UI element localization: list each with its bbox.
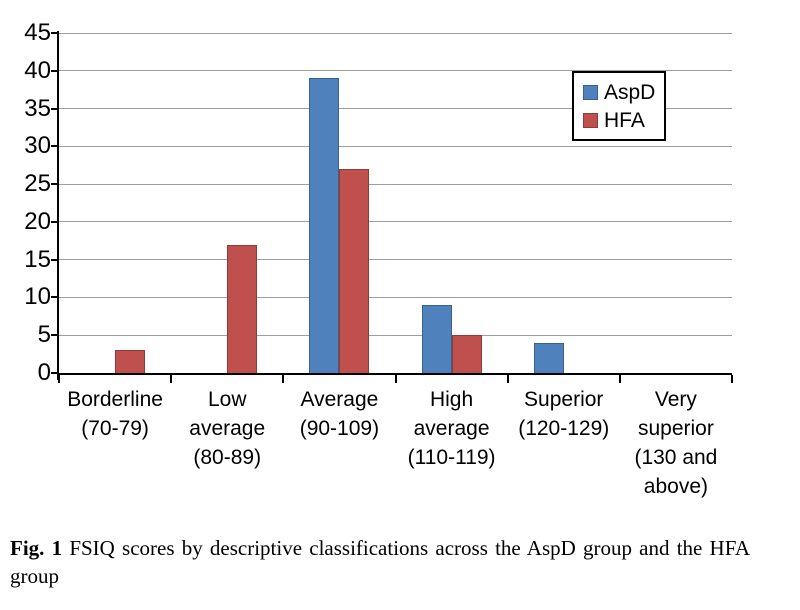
bar-hfa — [451, 335, 482, 373]
x-axis-tick — [282, 375, 285, 383]
x-axis-category-label: Very superior (130 and above) — [634, 388, 718, 498]
legend-item-hfa: HFA — [583, 110, 664, 131]
legend-label-aspd: AspD — [604, 80, 656, 104]
y-axis-tick-label: 0 — [37, 359, 51, 386]
y-axis-tick-label: 30 — [24, 132, 51, 160]
gridline — [59, 296, 732, 298]
y-axis-tick — [51, 107, 59, 110]
bar-aspd — [533, 342, 564, 373]
chart-legend: AspD HFA — [572, 71, 666, 141]
y-axis-tick — [51, 372, 59, 374]
bar-hfa — [227, 244, 258, 373]
x-axis-category-label: Average (90-109) — [299, 388, 380, 440]
y-axis-tick — [51, 69, 59, 72]
gridline — [59, 32, 732, 34]
y-axis-tick-label: 15 — [24, 245, 51, 273]
x-axis-tick — [731, 375, 733, 383]
y-axis-tick-label: 25 — [24, 170, 51, 198]
gridline — [59, 70, 732, 72]
y-axis-tick — [51, 258, 59, 261]
gridline — [59, 221, 732, 223]
y-axis-tick — [51, 32, 59, 34]
bar-chart: 0 5 10 15 20 25 30 35 40 45 Borderline (70-79) Low … — [24, 19, 733, 498]
y-axis-tick-label: 40 — [24, 56, 51, 84]
bar-aspd — [309, 78, 340, 373]
gridline — [59, 259, 732, 261]
gridline — [59, 183, 732, 185]
y-axis-tick-label: 45 — [24, 19, 51, 46]
figure-caption: Fig. 1 FSIQ scores by descriptive classi… — [10, 534, 750, 590]
x-axis-category-label: Borderline (70-79) — [67, 388, 163, 440]
legend-label-hfa: HFA — [604, 108, 645, 132]
bar-hfa — [339, 169, 370, 373]
gridline — [59, 108, 732, 110]
figure-caption-text: FSIQ scores by descriptive classificatio… — [10, 536, 751, 588]
y-axis-tick — [51, 296, 59, 299]
y-axis-tick — [51, 145, 59, 148]
gridline — [59, 145, 732, 147]
y-axis-tick-label: 5 — [37, 321, 51, 349]
bar-hfa — [115, 350, 146, 373]
y-axis-tick — [51, 334, 59, 337]
x-axis-tick — [170, 375, 173, 383]
gridline — [59, 334, 732, 336]
legend-swatch-aspd — [583, 84, 598, 100]
x-axis-tick — [394, 375, 397, 383]
x-axis-tick — [506, 375, 509, 383]
x-axis-tick — [58, 375, 60, 383]
y-axis-tick — [51, 183, 59, 186]
y-axis-tick — [51, 220, 59, 223]
bar-aspd — [421, 305, 452, 373]
y-axis-tick-label: 35 — [24, 94, 51, 122]
x-axis-category-label: High average (110-119) — [407, 388, 496, 469]
x-axis-category-label: Superior (120-129) — [518, 388, 610, 440]
legend-swatch-hfa — [583, 112, 598, 128]
y-axis-tick-label: 20 — [24, 207, 51, 235]
x-axis-tick — [618, 375, 621, 383]
y-axis-line — [57, 31, 59, 380]
legend-item-aspd: AspD — [583, 82, 664, 103]
x-axis-line — [57, 373, 732, 375]
figure-caption-label: Fig. 1 — [10, 536, 63, 560]
y-axis-tick-label: 10 — [24, 283, 51, 311]
x-axis-category-label: Low average (80-89) — [189, 388, 266, 469]
